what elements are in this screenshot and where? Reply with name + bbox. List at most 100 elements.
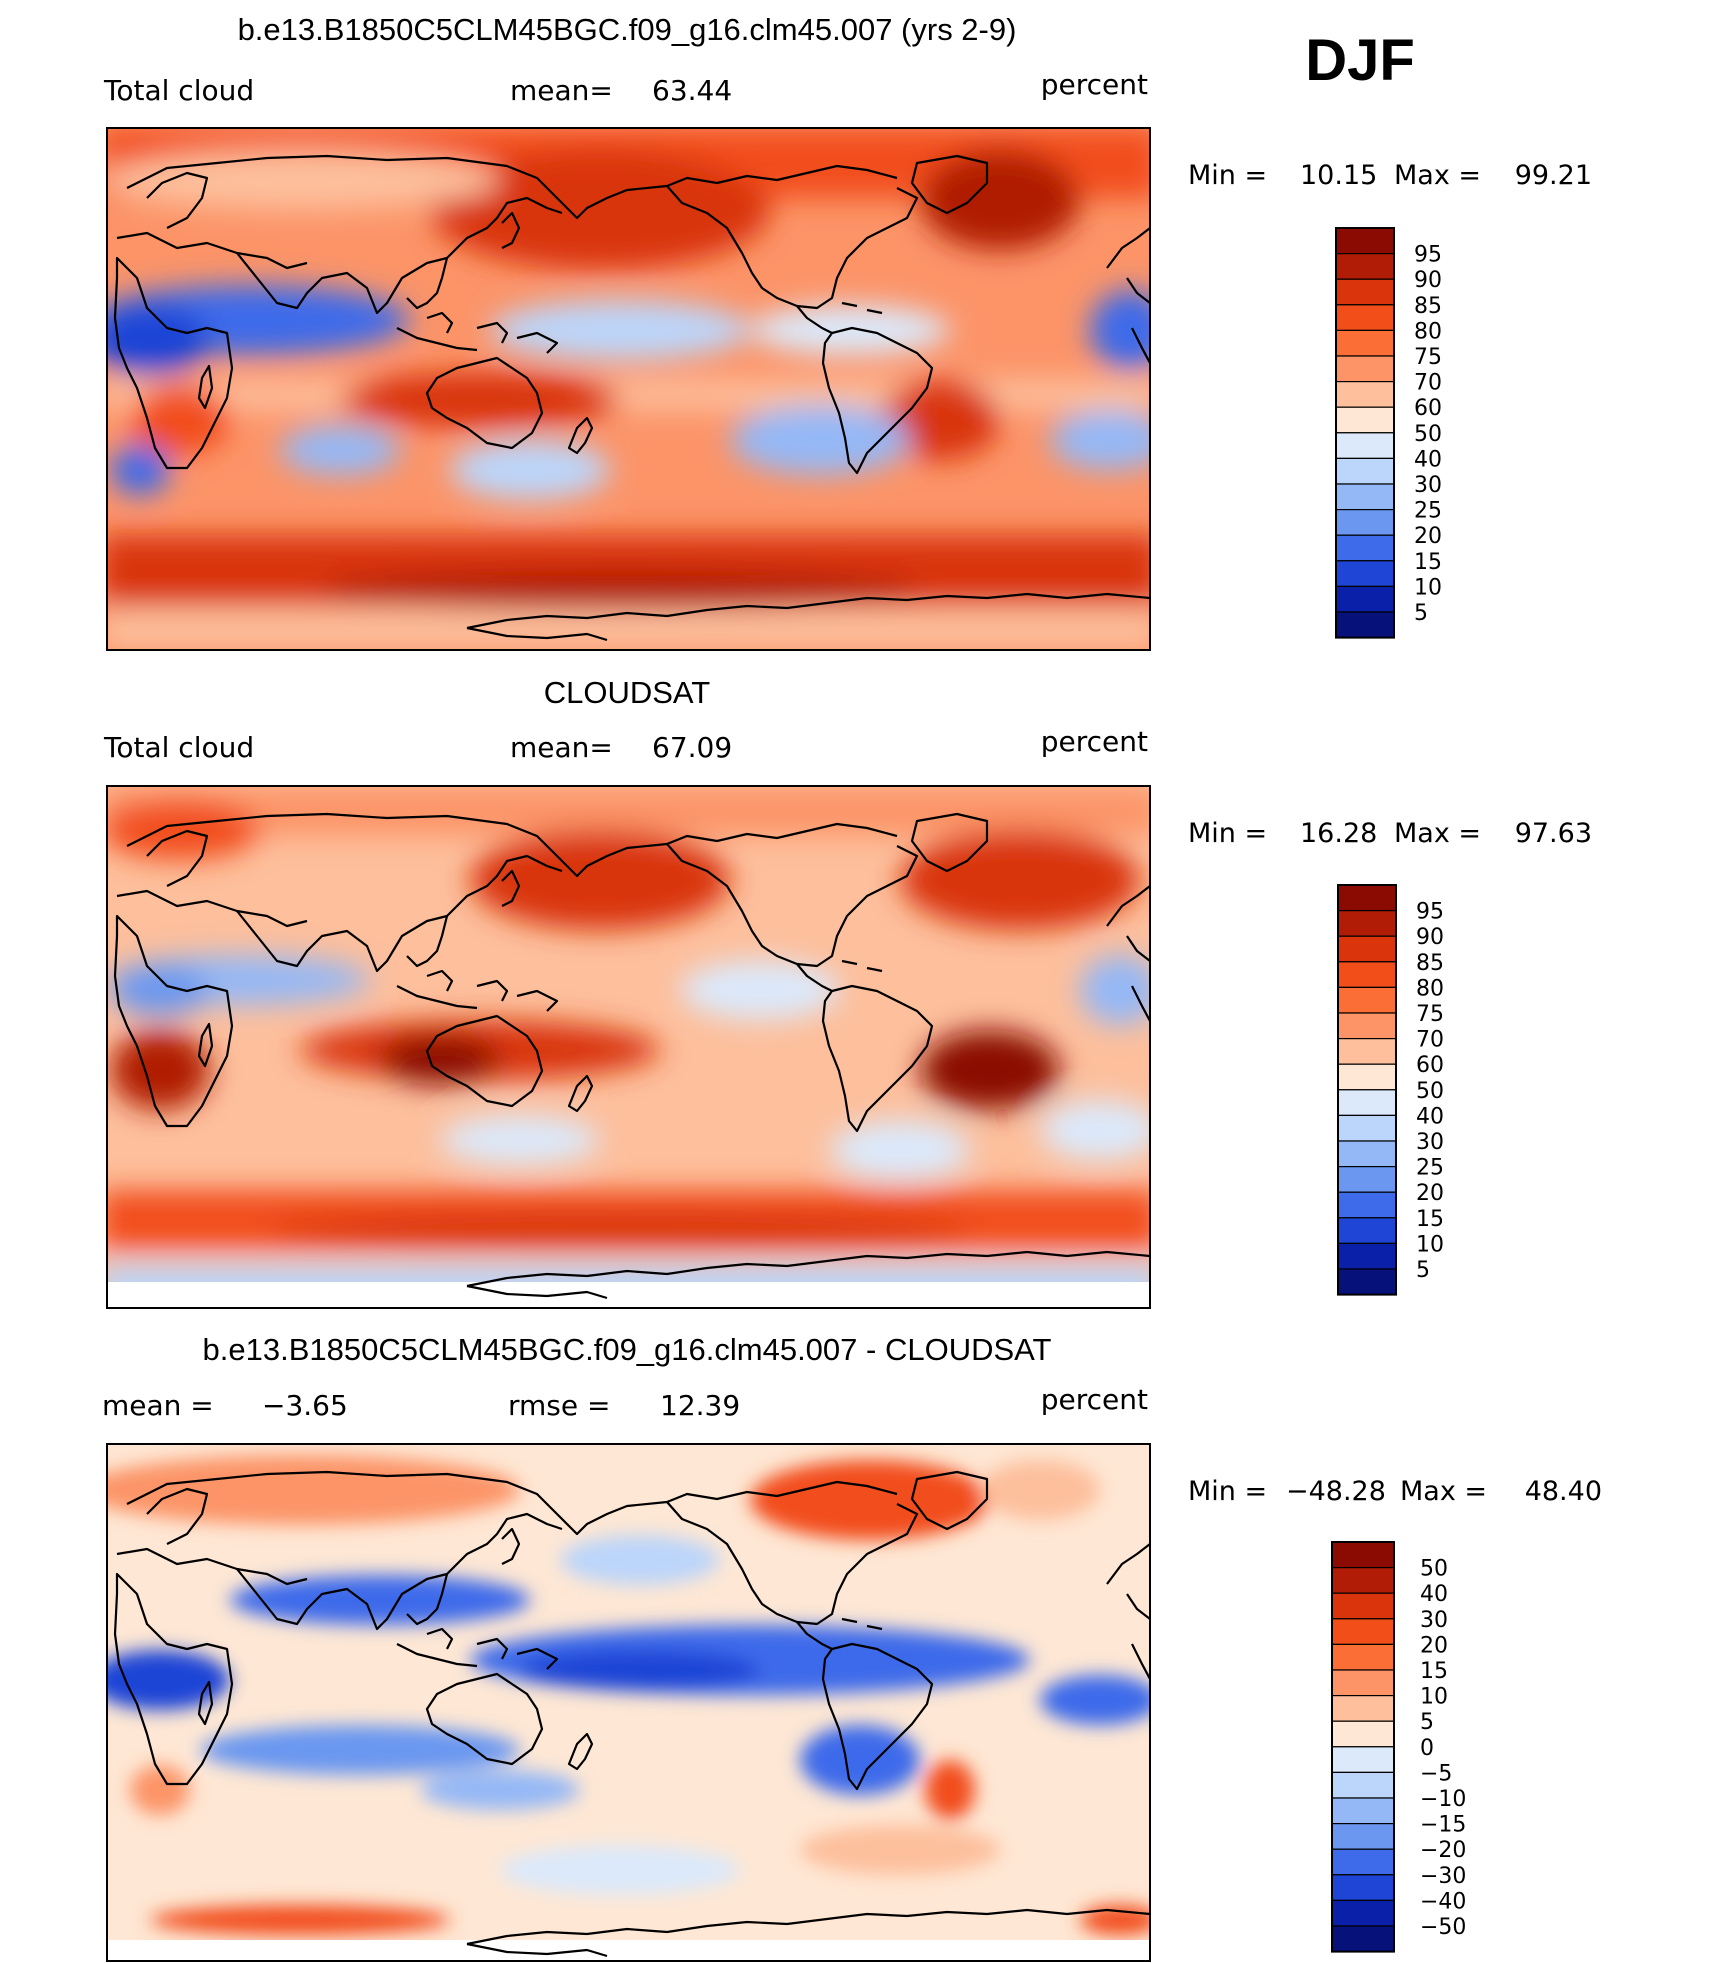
colorbar-tick-label: 40	[1414, 447, 1442, 472]
colorbar-cell	[1335, 406, 1395, 434]
colorbar-tick-label: 30	[1416, 1130, 1444, 1155]
colorbar-cell	[1337, 1114, 1397, 1142]
colorbar-cell	[1337, 986, 1397, 1014]
colorbar-cell	[1337, 1242, 1397, 1270]
colorbar-cell	[1331, 1566, 1395, 1594]
colorbar-cell	[1335, 534, 1395, 562]
panel1-units: percent	[1041, 68, 1148, 101]
panel3-mean-label: mean =	[102, 1389, 214, 1422]
colorbar-tick-label: 20	[1416, 1181, 1444, 1206]
panel2-mean-label: mean=	[510, 731, 613, 764]
colorbar-cell	[1335, 457, 1395, 485]
colorbar-tick-label: 40	[1416, 1104, 1444, 1129]
colorbar-tick-label: 85	[1414, 294, 1442, 319]
colorbar-tick-label: 75	[1416, 1002, 1444, 1027]
panel1-field-label: Total cloud	[103, 74, 254, 107]
colorbar-tick-label: 70	[1416, 1028, 1444, 1053]
panel2-frame	[106, 785, 1151, 1309]
colorbar-tick-label: 20	[1420, 1633, 1448, 1658]
panel2-field-label: Total cloud	[103, 731, 254, 764]
colorbar-cell	[1331, 1643, 1395, 1671]
colorbar-tick-label: −10	[1420, 1787, 1466, 1812]
colorbar-frame	[1335, 227, 1395, 639]
panel1-mean-value: 63.44	[652, 74, 732, 107]
colorbar-cell	[1331, 1797, 1395, 1825]
colorbar-cell	[1335, 509, 1395, 536]
colorbar-tick-label: 50	[1420, 1557, 1448, 1582]
panel3-title: b.e13.B1850C5CLM45BGC.f09_g16.clm45.007 …	[203, 1332, 1052, 1367]
season-label: DJF	[1305, 28, 1415, 93]
colorbar-cell	[1335, 304, 1395, 331]
colorbar-tick-label: 75	[1414, 345, 1442, 370]
colorbar-tick-label: 10	[1420, 1685, 1448, 1710]
panel2-mean-value: 67.09	[652, 731, 732, 764]
colorbar-cell	[1335, 611, 1395, 639]
colorbar-cell	[1337, 1089, 1397, 1117]
colorbar-tick-label: 70	[1414, 371, 1442, 396]
colorbar-cell	[1331, 1746, 1395, 1774]
colorbar-tick-label: 0	[1420, 1736, 1434, 1761]
colorbar-tick-label: 15	[1416, 1207, 1444, 1232]
colorbar-tick-label: −30	[1420, 1864, 1466, 1889]
colorbar-cell	[1331, 1822, 1395, 1850]
panel2-max-value: 97.63	[1515, 818, 1592, 849]
panel1-title: b.e13.B1850C5CLM45BGC.f09_g16.clm45.007 …	[238, 12, 1017, 47]
panel1-map	[107, 128, 1150, 650]
colorbar-tick-label: −15	[1420, 1813, 1466, 1838]
colorbar-tick-label: 20	[1414, 524, 1442, 549]
panel3-frame	[106, 1443, 1151, 1962]
colorbar-tick-label: 80	[1416, 976, 1444, 1001]
panel2-title: CLOUDSAT	[544, 675, 711, 710]
colorbar-cell	[1337, 1268, 1397, 1296]
panel3-rmse-value: 12.39	[660, 1389, 740, 1422]
panel3-max-value: 48.40	[1525, 1476, 1602, 1507]
panel3-min-label: Min =	[1188, 1476, 1267, 1507]
colorbar-cell	[1337, 1012, 1397, 1040]
panel1-max-value: 99.21	[1515, 160, 1592, 191]
colorbar-tick-label: 5	[1414, 601, 1428, 626]
colorbar-tick-label: 50	[1414, 422, 1442, 447]
panel3-min-value: −48.28	[1286, 1476, 1386, 1507]
colorbar-cell	[1331, 1592, 1395, 1620]
colorbar-cell	[1337, 1191, 1397, 1219]
colorbar-cell	[1335, 483, 1395, 511]
colorbar-cell	[1335, 329, 1395, 357]
colorbar-cell	[1335, 227, 1395, 255]
colorbar-cell	[1337, 961, 1397, 988]
colorbar-tick-label: 90	[1414, 268, 1442, 293]
colorbar-tick-label: 10	[1414, 575, 1442, 600]
colorbar-cell	[1335, 253, 1395, 280]
colorbar-tick-label: −5	[1420, 1761, 1452, 1786]
colorbar-tick-label: 30	[1414, 473, 1442, 498]
colorbar-cell	[1331, 1669, 1395, 1697]
colorbar-tick-label: −50	[1420, 1915, 1466, 1940]
colorbar-tick-label: 30	[1420, 1608, 1448, 1633]
colorbar-tick-label: 15	[1420, 1659, 1448, 1684]
colorbar-cell	[1335, 278, 1395, 306]
colorbar-tick-label: 25	[1416, 1156, 1444, 1181]
colorbar-cell	[1335, 432, 1395, 459]
colorbar-cell	[1331, 1541, 1395, 1569]
colorbar-cell	[1335, 381, 1395, 408]
colorbar-cell	[1337, 909, 1397, 937]
panel3-map	[107, 1444, 1150, 1963]
panel2-units: percent	[1041, 725, 1148, 758]
colorbar-cell	[1335, 560, 1395, 587]
colorbar-cell	[1337, 1037, 1397, 1065]
colorbar-tick-label: 25	[1414, 499, 1442, 524]
colorbar-cell	[1331, 1771, 1395, 1799]
colorbar-tick-label: 5	[1416, 1258, 1430, 1283]
colorbar-tick-label: 15	[1414, 550, 1442, 575]
colorbar-tick-label: 10	[1416, 1232, 1444, 1257]
colorbar-cell	[1337, 884, 1397, 912]
panel1-mean-label: mean=	[510, 74, 613, 107]
colorbar-cell	[1331, 1848, 1395, 1876]
colorbar-tick-label: 50	[1416, 1079, 1444, 1104]
panel1-max-label: Max =	[1394, 160, 1481, 191]
colorbar-tick-label: 60	[1416, 1053, 1444, 1078]
panel3-units: percent	[1041, 1383, 1148, 1416]
